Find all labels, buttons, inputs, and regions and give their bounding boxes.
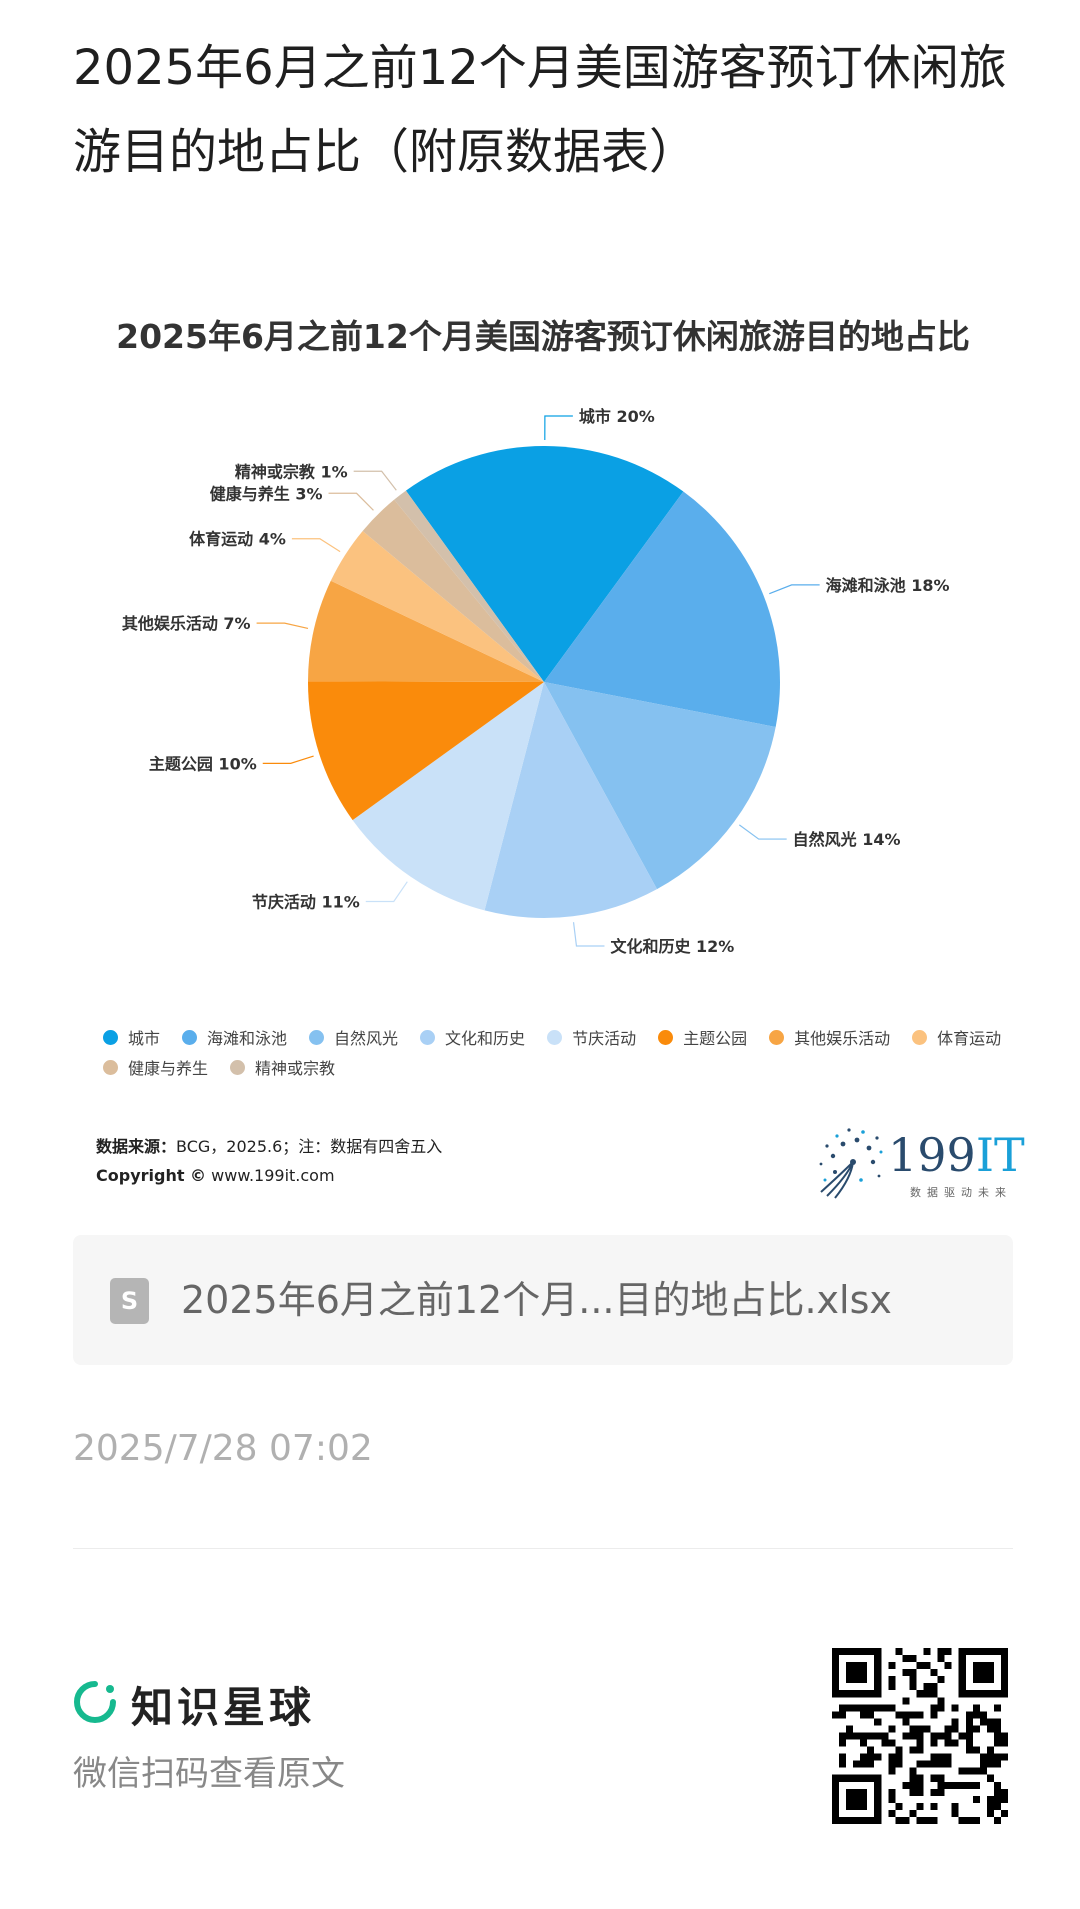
leader-line bbox=[353, 470, 397, 491]
app-name: 知识星球 bbox=[131, 1683, 316, 1732]
pie-chart: 城市 20% 海滩和泳池 18% 自然风光 14% 文化和历史 12% 节庆活动 11%… bbox=[122, 407, 950, 956]
legend-label: 自然风光 bbox=[334, 1029, 399, 1048]
slice-label: 文化和历史 12% bbox=[610, 937, 734, 956]
dandelion-icon bbox=[819, 1128, 883, 1199]
legend-item: 其他娱乐活动 bbox=[769, 1026, 890, 1048]
legend-swatch bbox=[230, 1059, 246, 1075]
legend-label: 精神或宗教 bbox=[255, 1059, 336, 1078]
spreadsheet-file-icon: S bbox=[110, 1278, 149, 1324]
qr-code[interactable] bbox=[832, 1648, 1008, 1824]
legend-item: 自然风光 bbox=[309, 1026, 398, 1048]
copyright-site: www.199it.com bbox=[211, 1166, 335, 1185]
legend-swatch bbox=[420, 1029, 436, 1045]
chart-legend: 城市 海滩和泳池 自然风光 文化和历史 节庆活动 主题公园 其他娱乐活动 体育运动健康与养生 精… bbox=[103, 1026, 1003, 1078]
pie-slice bbox=[544, 682, 776, 890]
slice-label: 其他娱乐活动 7% bbox=[122, 614, 251, 633]
pie-slice bbox=[394, 490, 544, 682]
pie-slice bbox=[362, 499, 544, 682]
post-timestamp: 2025/7/28 07:02 bbox=[73, 1428, 373, 1469]
legend-item: 海滩和泳池 bbox=[182, 1026, 287, 1048]
source-label: 数据来源： bbox=[96, 1137, 177, 1156]
legend-swatch bbox=[547, 1029, 563, 1045]
legend-swatch bbox=[182, 1029, 198, 1045]
legend-swatch bbox=[912, 1029, 928, 1045]
pie-slice bbox=[405, 446, 684, 682]
slice-label: 体育运动 4% bbox=[189, 530, 286, 549]
copyright-label: Copyright © bbox=[96, 1166, 207, 1185]
leader-line bbox=[256, 622, 309, 630]
legend-label: 文化和历史 bbox=[445, 1029, 526, 1048]
attachment-file[interactable]: S 2025年6月之前12个月...目的地占比.xlsx bbox=[73, 1235, 1013, 1365]
chart-image: 2025年6月之前12个月美国游客预订休闲旅游目的地占比 城市 20% 海滩和泳池… bbox=[73, 272, 1025, 1202]
slice-label: 海滩和泳池 18% bbox=[826, 576, 950, 595]
source-text: BCG，2025.6；注：数据有四舍五入 bbox=[176, 1137, 443, 1156]
leader-line bbox=[769, 584, 820, 595]
legend-item: 文化和历史 bbox=[420, 1026, 525, 1048]
source-note: 数据来源：BCG，2025.6；注：数据有四舍五入 Copyright © ww… bbox=[96, 1132, 442, 1190]
divider bbox=[73, 1548, 1013, 1549]
zsxq-logo: 知识星球 bbox=[73, 1672, 373, 1732]
slice-label: 节庆活动 11% bbox=[252, 893, 360, 912]
legend-label: 城市 bbox=[128, 1029, 161, 1048]
pie-slice bbox=[352, 682, 544, 911]
pie-slice bbox=[308, 681, 544, 821]
leader-line bbox=[291, 538, 341, 553]
leader-line bbox=[738, 824, 787, 840]
legend-item: 精神或宗教 bbox=[230, 1056, 335, 1078]
legend-swatch bbox=[103, 1029, 118, 1045]
pie-slice bbox=[308, 580, 544, 682]
legend-item: 体育运动 bbox=[912, 1026, 1001, 1048]
legend-swatch bbox=[769, 1029, 785, 1045]
pie-slice bbox=[484, 682, 658, 918]
legend-item: 城市 bbox=[103, 1026, 160, 1048]
slice-label: 城市 20% bbox=[579, 407, 655, 426]
leader-line bbox=[262, 755, 314, 764]
file-name: 2025年6月之前12个月...目的地占比.xlsx bbox=[181, 1278, 892, 1322]
leader-line bbox=[365, 881, 408, 903]
legend-label: 海滩和泳池 bbox=[207, 1029, 288, 1048]
pie-slice bbox=[544, 491, 780, 727]
pie-slice bbox=[330, 530, 544, 682]
legend-label: 其他娱乐活动 bbox=[794, 1029, 891, 1048]
slice-label: 主题公园 10% bbox=[149, 754, 257, 773]
legend-label: 体育运动 bbox=[937, 1029, 1002, 1048]
leader-line bbox=[572, 922, 605, 947]
brand-logo: 199IT 数据驱动未来 bbox=[813, 1122, 1025, 1202]
legend-swatch bbox=[103, 1059, 118, 1075]
legend-item: 健康与养生 bbox=[103, 1056, 208, 1078]
legend-item: 主题公园 bbox=[658, 1026, 747, 1048]
legend-label: 健康与养生 bbox=[128, 1059, 209, 1078]
brand-name: 199IT bbox=[888, 1128, 1025, 1182]
chart-title: 2025年6月之前12个月美国游客预订休闲旅游目的地占比 bbox=[116, 317, 970, 356]
planet-ring-icon bbox=[74, 1681, 116, 1723]
slice-label: 精神或宗教 1% bbox=[235, 462, 348, 481]
slice-label: 自然风光 14% bbox=[793, 830, 901, 849]
leader-line bbox=[544, 415, 573, 441]
scan-hint: 微信扫码查看原文 bbox=[73, 1754, 345, 1794]
legend-label: 节庆活动 bbox=[572, 1029, 637, 1048]
leader-line bbox=[328, 492, 374, 511]
legend-swatch bbox=[658, 1029, 674, 1045]
legend-label: 主题公园 bbox=[683, 1029, 748, 1048]
brand-slogan: 数据驱动未来 bbox=[910, 1186, 1012, 1199]
legend-item: 节庆活动 bbox=[547, 1026, 636, 1048]
legend-swatch bbox=[309, 1029, 325, 1045]
slice-label: 健康与养生 3% bbox=[210, 484, 323, 503]
page-title: 2025年6月之前12个月美国游客预订休闲旅游目的地占比（附原数据表） bbox=[73, 40, 1007, 180]
